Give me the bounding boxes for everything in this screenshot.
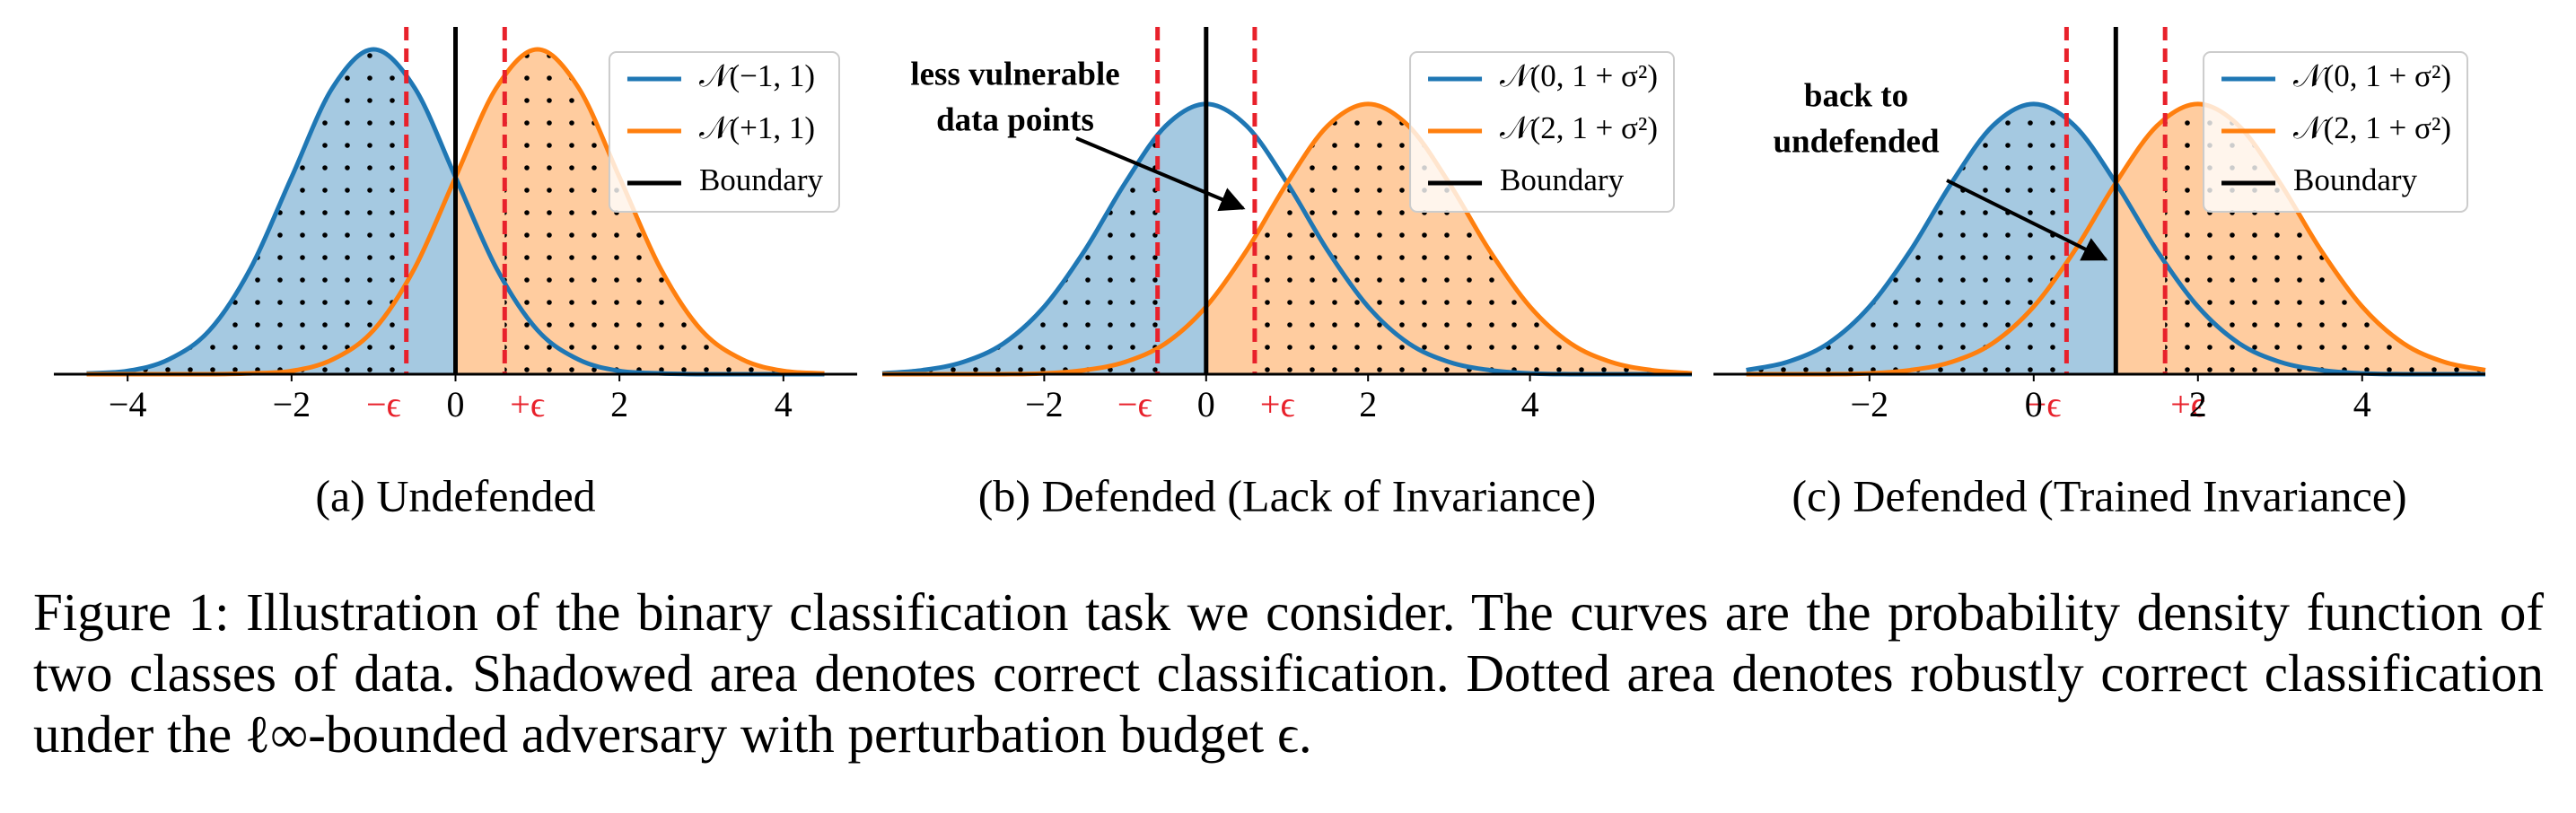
legend-label: 𝒩(0, 1 + σ²): [1500, 58, 1658, 93]
panel-title: (a) Undefended: [315, 470, 595, 520]
panel: −ϵ +ϵ −2 0 2 4 (b) Defended (Lack of Invarianc…: [881, 27, 1693, 520]
x-tick-label: −2: [1851, 384, 1889, 424]
epsilon-label: −ϵ: [366, 384, 401, 424]
dotted-area: [86, 49, 407, 374]
panel-title: (b) Defended (Lack of Invariance): [978, 470, 1596, 520]
legend: 𝒩(0, 1 + σ²) 𝒩(2, 1 + σ²) Boundary: [2203, 51, 2468, 213]
panel-title: (c) Defended (Trained Invariance): [1792, 470, 2406, 520]
legend-label: 𝒩(0, 1 + σ²): [2293, 58, 2451, 93]
legend-label: 𝒩(−1, 1): [699, 58, 815, 93]
x-tick-label: 4: [1521, 384, 1539, 424]
legend: 𝒩(−1, 1) 𝒩(+1, 1) Boundary: [608, 51, 840, 213]
epsilon-label: −ϵ: [2027, 384, 2062, 424]
dotted-area: [882, 135, 1158, 374]
legend-box: [2203, 51, 2468, 213]
legend-label: 𝒩(+1, 1): [699, 110, 815, 145]
x-tick-label: 2: [610, 384, 628, 424]
epsilon-label: +ϵ: [2170, 384, 2205, 424]
legend-box: [608, 51, 840, 213]
x-tick-label: 0: [1197, 384, 1215, 424]
legend-label: Boundary: [1500, 162, 1625, 197]
legend-box: [1409, 51, 1675, 213]
x-tick-label: 4: [775, 384, 793, 424]
dotted-area: [1746, 103, 2067, 374]
legend-label: 𝒩(2, 1 + σ²): [1500, 110, 1658, 145]
x-tick-label: 0: [447, 384, 465, 424]
legend: 𝒩(0, 1 + σ²) 𝒩(2, 1 + σ²) Boundary: [1409, 51, 1675, 213]
dotted-area: [1254, 103, 1692, 374]
annotation-text: undefended: [1773, 123, 1939, 160]
x-tick-label: 2: [1359, 384, 1377, 424]
epsilon-label: +ϵ: [1260, 384, 1295, 424]
x-tick-label: −4: [109, 384, 147, 424]
figure: −ϵ +ϵ −4 −2 0 2 4 (a) Undefended 𝒩(−1, 1) 𝒩(+1, 1…: [54, 27, 2486, 520]
x-tick-label: 0: [2025, 384, 2043, 424]
x-tick-label: −2: [1025, 384, 1064, 424]
annotation-text: back to: [1804, 77, 1908, 114]
annotation-arrow: [1946, 179, 2108, 261]
x-tick-label: 4: [2353, 384, 2371, 424]
panel: −ϵ +ϵ −2 0 2 4 (c) Defended (Trained Invarianc…: [1713, 27, 2486, 520]
dotted-area: [504, 49, 825, 374]
epsilon-label: +ϵ: [510, 384, 545, 424]
x-tick-label: −2: [273, 384, 311, 424]
epsilon-label: −ϵ: [1117, 384, 1152, 424]
legend-label: Boundary: [699, 162, 824, 197]
figure-caption: Figure 1: Illustration of the binary cla…: [33, 582, 2544, 764]
panel: −ϵ +ϵ −4 −2 0 2 4 (a) Undefended 𝒩(−1, 1) 𝒩(+1, 1…: [54, 27, 857, 520]
annotation-arrow: [1075, 136, 1246, 212]
legend-label: Boundary: [2293, 162, 2418, 197]
x-tick-label: 2: [2189, 384, 2207, 424]
annotation-text: less vulnerable: [910, 56, 1119, 92]
annotation-text: data points: [936, 101, 1094, 138]
legend-label: 𝒩(2, 1 + σ²): [2293, 110, 2451, 145]
